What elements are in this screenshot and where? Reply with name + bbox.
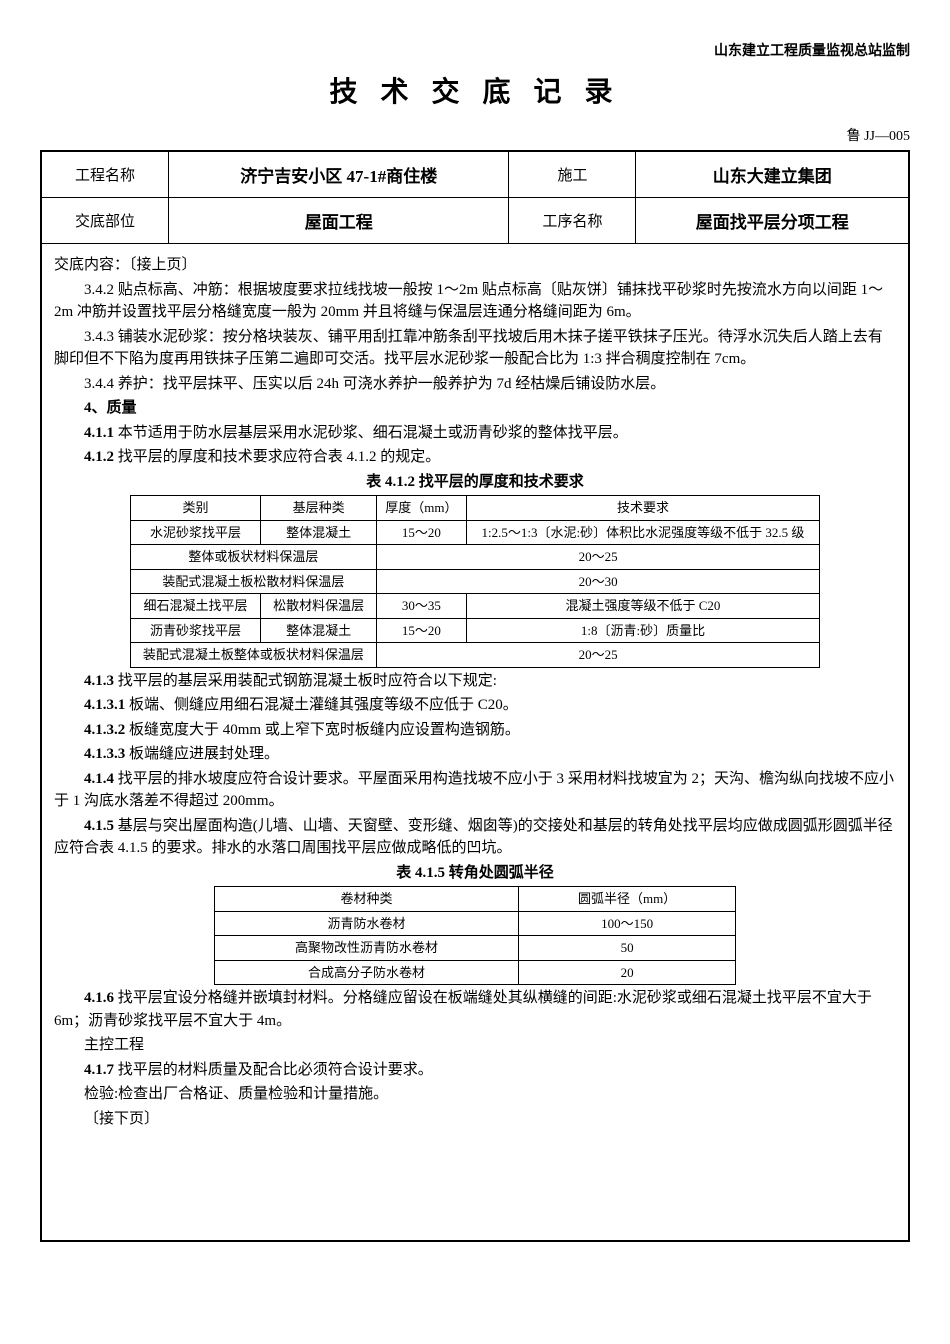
t2-h2: 圆弧半径（mm）	[519, 887, 736, 912]
table2-caption: 表 4.1.5 转角处圆弧半径	[54, 862, 896, 885]
t1-h3: 厚度（mm）	[377, 496, 467, 521]
t1-r0c0: 水泥砂浆找平层	[130, 520, 260, 545]
t2-h1: 卷材种类	[214, 887, 518, 912]
t1-r5c1: 装配式混凝土板整体或板状材料保温层	[130, 643, 376, 668]
construction-label: 施工	[509, 151, 636, 198]
table-4-1-2: 类别 基层种类 厚度（mm） 技术要求 水泥砂浆找平层 整体混凝土 15～20 …	[130, 495, 820, 668]
p-next: 〔接下页〕	[54, 1108, 896, 1131]
construction: 山东大建立集团	[636, 151, 909, 198]
t1-r1c2: 20～25	[377, 545, 820, 570]
t1-h2: 基层种类	[261, 496, 377, 521]
p-4-1-3: 4.1.3 找平层的基层采用装配式钢筋混凝土板时应符合以下规定:	[54, 670, 896, 693]
p-4-1-3-2: 4.1.3.2 板缝宽度大于 40mm 或上窄下宽时板缝内应设置构造钢筋。	[54, 719, 896, 742]
position: 屋面工程	[169, 198, 509, 244]
p-4-1-5: 4.1.5 基层与突出屋面构造(儿墙、山墙、天窗壁、变形缝、烟囱等)的交接处和基…	[54, 815, 896, 860]
lead-text: 交底内容：〔接上页〕	[54, 254, 896, 277]
p-4: 4、质量	[54, 397, 896, 420]
p-3-4-2: 3.4.2 贴点标高、冲筋：根据坡度要求拉线找坡一般按 1～2m 贴点标高〔贴灰…	[54, 279, 896, 324]
p-4-1-4: 4.1.4 找平层的排水坡度应符合设计要求。平屋面采用构造找坡不应小于 3 采用…	[54, 768, 896, 813]
p-4-1-3-1: 4.1.3.1 板端、侧缝应用细石混凝土灌缝其强度等级不应低于 C20。	[54, 694, 896, 717]
t1-r4c3: 1:8〔沥青:砂〕质量比	[466, 618, 819, 643]
p-4-1-7: 4.1.7 找平层的材料质量及配合比必须符合设计要求。	[54, 1059, 896, 1082]
t1-r4c2: 15～20	[377, 618, 467, 643]
p-4-1-3-3: 4.1.3.3 板端缝应进展封处理。	[54, 743, 896, 766]
p-3-4-3: 3.4.3 铺装水泥砂浆：按分格块装灰、铺平用刮扛靠冲筋条刮平找坡后用木抹子搓平…	[54, 326, 896, 371]
p-check: 检验:检查出厂合格证、质量检验和计量措施。	[54, 1083, 896, 1106]
t1-r5c2: 20～25	[377, 643, 820, 668]
p-3-4-4: 3.4.4 养护：找平层抹平、压实以后 24h 可浇水养护一般养护为 7d 经枯…	[54, 373, 896, 396]
t2-r1c1: 50	[519, 936, 736, 961]
t1-r4c0: 沥青砂浆找平层	[130, 618, 260, 643]
t1-h1: 类别	[130, 496, 260, 521]
t1-r4c1: 整体混凝土	[261, 618, 377, 643]
t2-r1c0: 高聚物改性沥青防水卷材	[214, 936, 518, 961]
doc-code: 鲁 JJ—005	[40, 125, 910, 145]
t1-r0c3: 1:2.5～1:3〔水泥:砂〕体积比水泥强度等级不低于 32.5 级	[466, 520, 819, 545]
t1-r2c1: 装配式混凝土板松散材料保温层	[130, 569, 376, 594]
project-name: 济宁吉安小区 47-1#商住楼	[169, 151, 509, 198]
t1-r3c0: 细石混凝土找平层	[130, 594, 260, 619]
content-body: 交底内容：〔接上页〕 3.4.2 贴点标高、冲筋：根据坡度要求拉线找坡一般按 1…	[41, 244, 909, 1242]
t2-r2c1: 20	[519, 960, 736, 985]
t1-r3c2: 30～35	[377, 594, 467, 619]
p-main: 主控工程	[54, 1034, 896, 1057]
p-4-1-1: 4.1.1 本节适用于防水层基层采用水泥砂浆、细石混凝土或沥青砂浆的整体找平层。	[54, 422, 896, 445]
t1-h4: 技术要求	[466, 496, 819, 521]
process: 屋面找平层分项工程	[636, 198, 909, 244]
project-name-label: 工程名称	[41, 151, 169, 198]
t1-r1c1: 整体或板状材料保温层	[130, 545, 376, 570]
header-org: 山东建立工程质量监视总站监制	[40, 40, 910, 60]
t1-r3c1: 松散材料保温层	[261, 594, 377, 619]
process-label: 工序名称	[509, 198, 636, 244]
t1-r2c2: 20～30	[377, 569, 820, 594]
t1-r0c1: 整体混凝土	[261, 520, 377, 545]
p-4-1-2: 4.1.2 找平层的厚度和技术要求应符合表 4.1.2 的规定。	[54, 446, 896, 469]
table-4-1-5: 卷材种类 圆弧半径（mm） 沥青防水卷材 100～150 高聚物改性沥青防水卷材…	[214, 886, 736, 985]
position-label: 交底部位	[41, 198, 169, 244]
t2-r0c0: 沥青防水卷材	[214, 911, 518, 936]
t1-r0c2: 15～20	[377, 520, 467, 545]
p-4-1-6: 4.1.6 找平层宜设分格缝并嵌填封材料。分格缝应留设在板端缝处其纵横缝的间距:…	[54, 987, 896, 1032]
main-table: 工程名称 济宁吉安小区 47-1#商住楼 施工 山东大建立集团 交底部位 屋面工…	[40, 150, 910, 1242]
t2-r0c1: 100～150	[519, 911, 736, 936]
doc-title: 技 术 交 底 记 录	[40, 70, 910, 110]
t2-r2c0: 合成高分子防水卷材	[214, 960, 518, 985]
t1-r3c3: 混凝土强度等级不低于 C20	[466, 594, 819, 619]
table1-caption: 表 4.1.2 找平层的厚度和技术要求	[54, 471, 896, 494]
